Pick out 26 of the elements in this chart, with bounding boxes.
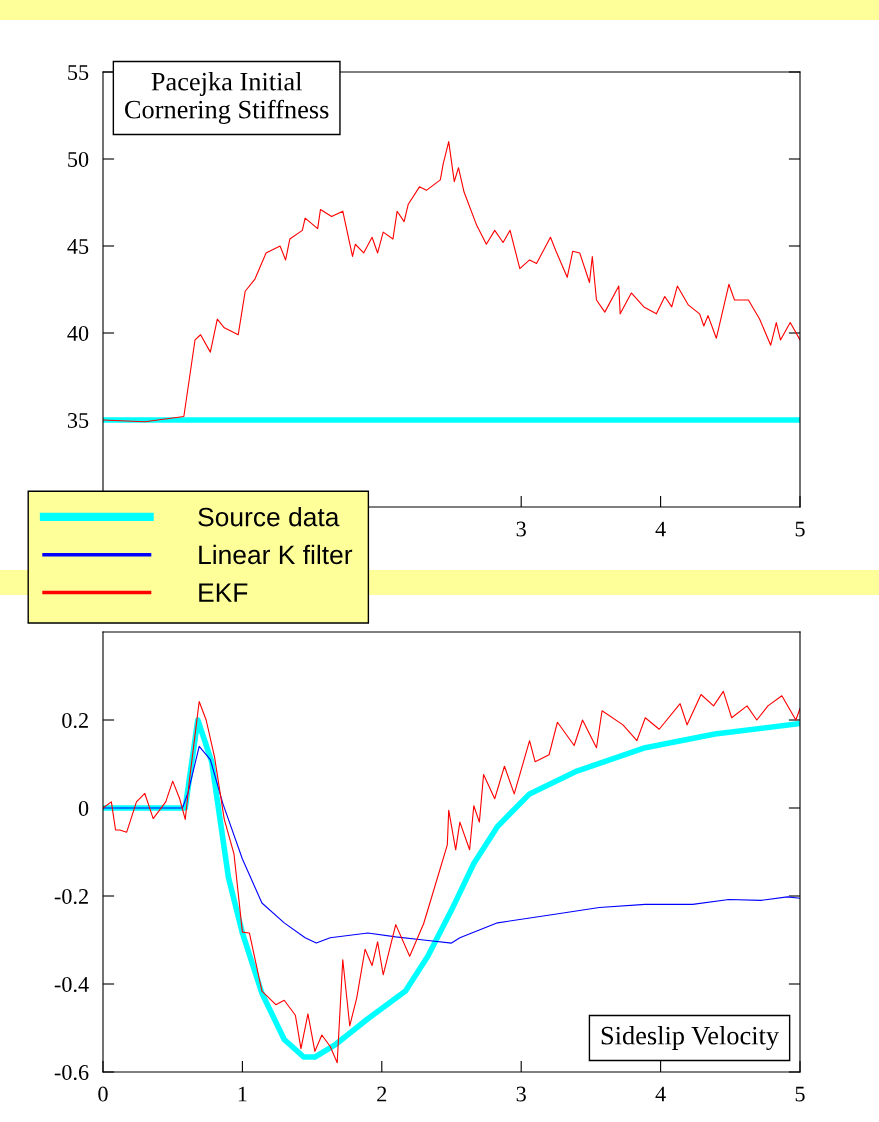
y-tick-label: 50 [68, 151, 89, 167]
legend-label: Source data [198, 507, 340, 527]
line-series [103, 745, 800, 944]
legend-label: EKF [199, 583, 248, 602]
y-tick-label: 0 [78, 800, 89, 816]
y-tick-label: 40 [67, 325, 89, 341]
x-tick-label: 4 [655, 1086, 666, 1102]
y-tick-label: -0.6 [54, 1064, 89, 1081]
x-tick-label: 5 [795, 521, 805, 537]
y-tick-label: -0.2 [54, 888, 88, 905]
y-tick-label: 45 [67, 239, 89, 254]
x-tick-label: 5 [795, 1086, 805, 1102]
x-tick-label: 3 [516, 1086, 526, 1102]
x-tick-label: 0 [98, 1086, 108, 1102]
chart-title: Pacejka Initial Cornering Stiffness [124, 72, 329, 124]
y-tick-label: -0.4 [54, 976, 89, 993]
x-tick-label: 1 [238, 1086, 247, 1102]
line-series [103, 141, 800, 423]
y-tick-label: 35 [67, 412, 89, 428]
text: Sideslip Velocity [601, 1025, 779, 1050]
x-tick-label: 4 [655, 521, 666, 537]
x-tick-label: 2 [377, 1086, 387, 1102]
y-tick-label: 0.2 [62, 712, 88, 729]
legend-label: Linear K filter [199, 544, 353, 565]
y-tick-label: 55 [68, 65, 89, 80]
x-tick-label: 3 [516, 521, 526, 537]
